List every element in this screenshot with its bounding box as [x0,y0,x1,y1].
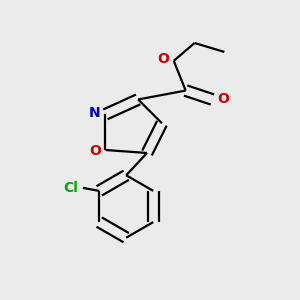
Text: N: N [89,106,101,120]
Text: O: O [158,52,169,66]
Text: O: O [217,92,229,106]
Text: O: O [89,145,101,158]
Text: Cl: Cl [64,181,78,195]
